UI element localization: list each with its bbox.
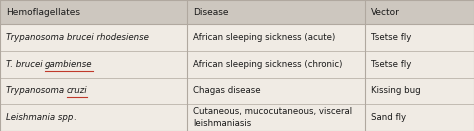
Text: .: . [73,113,76,122]
Text: Chagas disease: Chagas disease [193,86,261,95]
Text: Disease: Disease [193,8,228,17]
Text: Tsetse fly: Tsetse fly [371,33,411,42]
Text: cruzi: cruzi [66,86,87,95]
Text: African sleeping sickness (chronic): African sleeping sickness (chronic) [193,60,342,69]
Text: Sand fly: Sand fly [371,113,406,122]
Text: Hemoflagellates: Hemoflagellates [6,8,80,17]
Bar [0,0,474,24]
Text: Vector: Vector [371,8,400,17]
Text: Cutaneous, mucocutaneous, visceral
leishmaniasis: Cutaneous, mucocutaneous, visceral leish… [193,107,352,128]
Text: Tsetse fly: Tsetse fly [371,60,411,69]
Text: Trypanosoma: Trypanosoma [6,86,66,95]
Text: Kissing bug: Kissing bug [371,86,420,95]
Text: T. brucei: T. brucei [6,60,45,69]
Text: Trypanosoma brucei rhodesiense: Trypanosoma brucei rhodesiense [6,33,148,42]
Text: African sleeping sickness (acute): African sleeping sickness (acute) [193,33,335,42]
Text: gambiense: gambiense [45,60,92,69]
Text: Leishmania spp: Leishmania spp [6,113,73,122]
